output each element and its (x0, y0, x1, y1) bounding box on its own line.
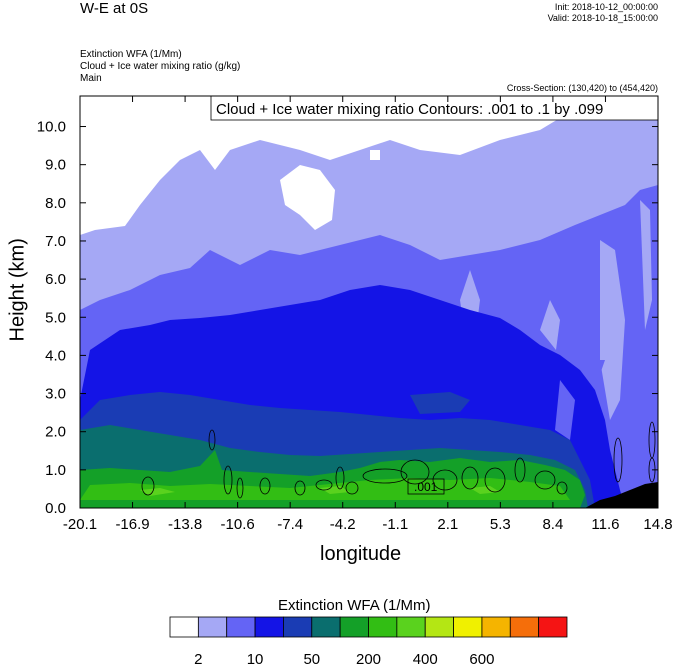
contour-value-label: .001 (414, 480, 438, 494)
colorbar-label: 400 (413, 651, 438, 667)
y-tick-label: 1.0 (45, 462, 66, 479)
y-tick-label: 7.0 (45, 233, 66, 250)
cross-section-label: Cross-Section: (130,420) to (454,420) (506, 83, 658, 93)
colorbar-swatch (538, 616, 568, 638)
init-time: Init: 2018-10-12_00:00:00 (554, 2, 658, 12)
x-tick-label: 2.1 (437, 516, 458, 533)
colorbar-swatch (424, 616, 454, 638)
colorbar-swatch (368, 616, 398, 638)
colorbar: 2 10 50 200 400 600 (169, 616, 568, 667)
field-label-domain: Main (80, 73, 102, 84)
colorbar-swatch (283, 616, 313, 638)
colorbar-swatch (481, 616, 511, 638)
x-axis: -20.1 -16.9 -13.8 -10.6 -7.4 -4.2 -1.1 2.1 5.3 8.… (63, 96, 673, 533)
x-tick-label: -10.6 (221, 516, 255, 533)
colorbar-label: 600 (469, 651, 494, 667)
colorbar-label: 50 (303, 651, 320, 667)
y-tick-label: 2.0 (45, 424, 66, 441)
colorbar-swatch (339, 616, 369, 638)
y-tick-label: 0.0 (45, 500, 66, 517)
y-axis: 0.0 1.0 2.0 3.0 4.0 5.0 6.0 7.0 8.0 9.0 10.0 (37, 119, 658, 517)
y-tick-label: 8.0 (45, 195, 66, 212)
y-tick-label: 9.0 (45, 157, 66, 174)
colorbar-swatch (254, 616, 284, 638)
filled-contours (80, 96, 658, 508)
colorbar-swatch (453, 616, 483, 638)
contour-info-box (210, 95, 659, 121)
y-tick-label: 6.0 (45, 271, 66, 288)
x-tick-label: -1.1 (382, 516, 408, 533)
contour-value-box (407, 478, 445, 495)
field-label-mixing-ratio: Cloud + Ice water mixing ratio (g/kg) (80, 61, 241, 72)
x-tick-label: 11.6 (591, 516, 619, 533)
field-label-extinction: Extinction WFA (1/Mm) (80, 49, 182, 60)
colorbar-swatch (197, 616, 228, 638)
y-tick-label: 5.0 (45, 309, 66, 326)
x-tick-label: -4.2 (330, 516, 356, 533)
plot-frame (79, 95, 659, 509)
mixing-ratio-contours (141, 421, 656, 499)
y-tick-label: 10.0 (37, 119, 66, 136)
colorbar-swatch (226, 616, 256, 638)
x-axis-label: longitude (320, 543, 402, 565)
y-tick-label: 3.0 (45, 386, 66, 403)
colorbar-label: 200 (356, 651, 381, 667)
colorbar-swatch (509, 616, 540, 638)
colorbar-label: 10 (247, 651, 264, 667)
contour-info-label: Cloud + Ice water mixing ratio Contours:… (216, 101, 603, 118)
x-tick-label: -20.1 (63, 516, 97, 533)
x-tick-label: -16.9 (115, 516, 149, 533)
valid-time: Valid: 2018-10-18_15:00:00 (547, 13, 658, 23)
y-tick-label: 4.0 (45, 347, 66, 364)
colorbar-title: Extinction WFA (1/Mm) (278, 597, 431, 614)
colorbar-swatch (396, 616, 426, 638)
colorbar-swatch (169, 616, 199, 638)
plot-title: W-E at 0S (80, 0, 149, 17)
x-tick-label: 14.8 (643, 516, 672, 533)
x-tick-label: -13.8 (168, 516, 202, 533)
colorbar-label: 2 (194, 651, 202, 667)
x-tick-label: -7.4 (277, 516, 303, 533)
colorbar-swatch (311, 616, 341, 638)
x-tick-label: 8.4 (542, 516, 563, 533)
x-tick-label: 5.3 (490, 516, 511, 533)
